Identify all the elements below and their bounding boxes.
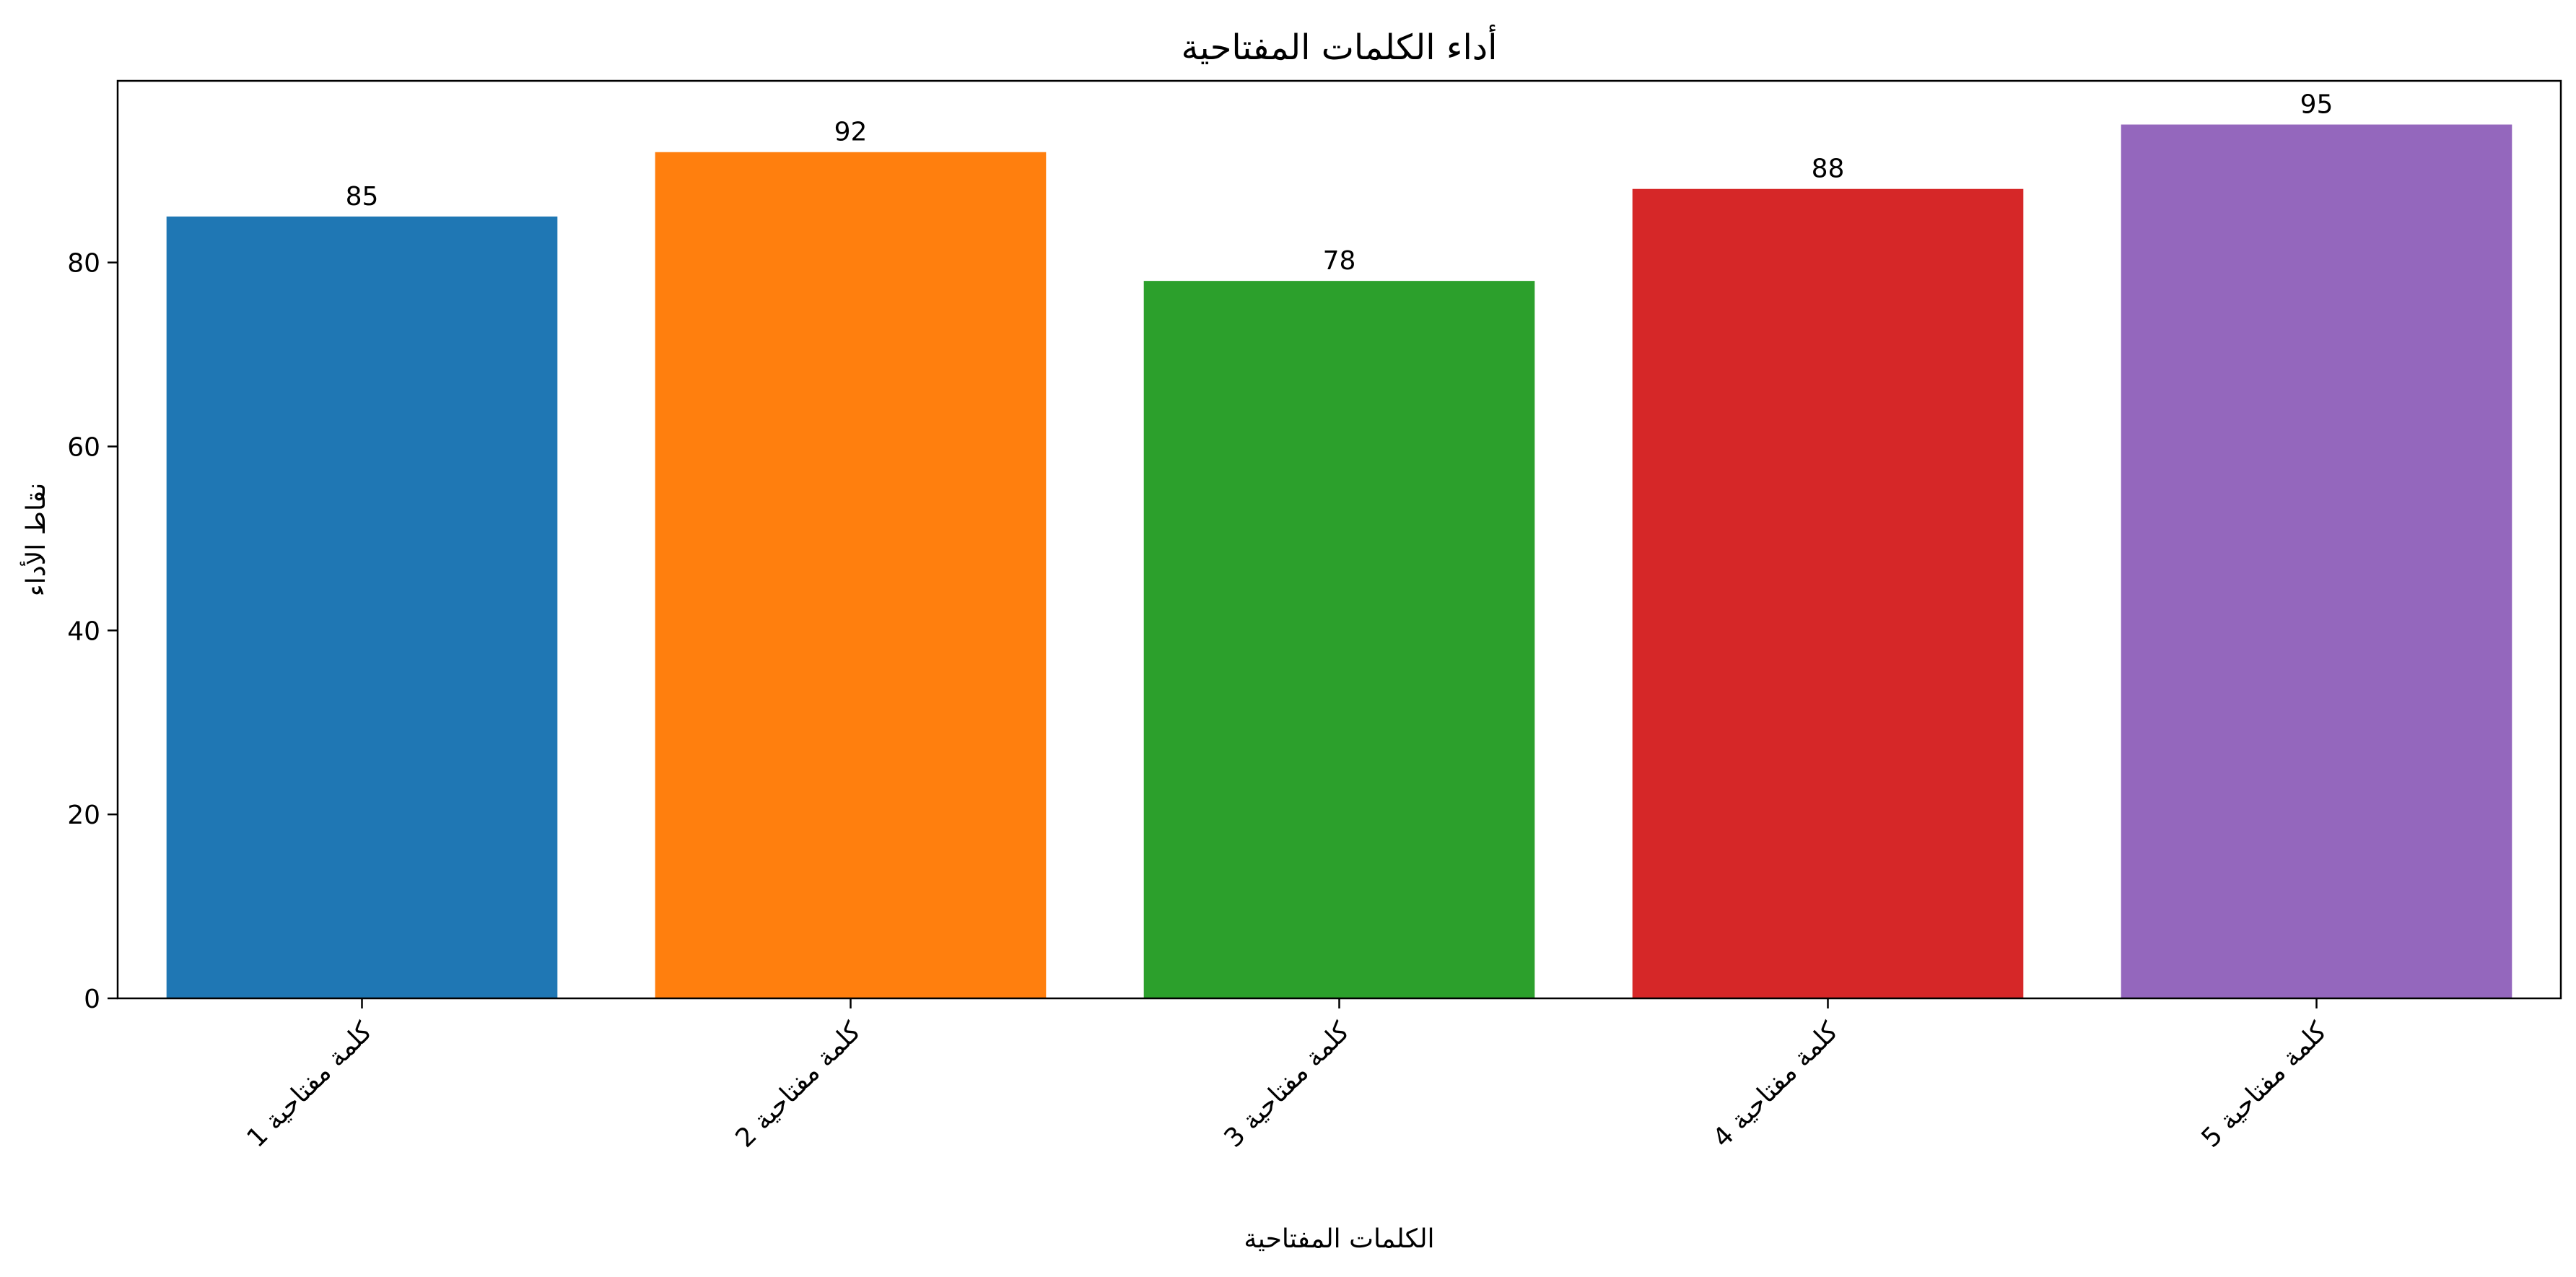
y-axis-label: نقاط الأداء — [19, 483, 51, 596]
data-label: 78 — [1323, 246, 1356, 276]
x-tick-label: كلمة مفتاحية 2 — [730, 1016, 868, 1154]
x-tick-label: كلمة مفتاحية 4 — [1708, 1016, 1845, 1154]
y-tick-label: 20 — [67, 801, 100, 830]
y-tick-label: 60 — [67, 432, 100, 462]
x-tick-label: كلمة مفتاحية 3 — [1219, 1016, 1356, 1154]
data-label: 95 — [2300, 90, 2333, 120]
bar — [1632, 188, 2024, 998]
chart-title: أداء الكلمات المفتاحية — [1181, 25, 1497, 68]
bar — [166, 216, 558, 998]
y-tick-label: 80 — [67, 249, 100, 279]
x-axis: كلمة مفتاحية 1 كلمة مفتاحية 2 كلمة مفتاحية… — [242, 998, 2333, 1154]
bar — [1143, 281, 1535, 998]
x-axis-label: الكلمات المفتاحية — [1244, 1224, 1434, 1254]
y-tick-label: 0 — [84, 985, 100, 1014]
data-label: 85 — [346, 182, 379, 212]
x-tick-label: كلمة مفتاحية 5 — [2196, 1016, 2333, 1154]
y-axis: 0 20 40 60 80 — [67, 249, 118, 1014]
plot-area: 85 92 78 88 95 — [166, 90, 2512, 998]
data-label: 88 — [1812, 154, 1845, 184]
data-label: 92 — [834, 118, 868, 147]
y-tick-label: 40 — [67, 616, 100, 646]
x-tick-label: كلمة مفتاحية 1 — [242, 1016, 379, 1154]
bar — [2121, 124, 2512, 998]
bar — [655, 152, 1047, 998]
